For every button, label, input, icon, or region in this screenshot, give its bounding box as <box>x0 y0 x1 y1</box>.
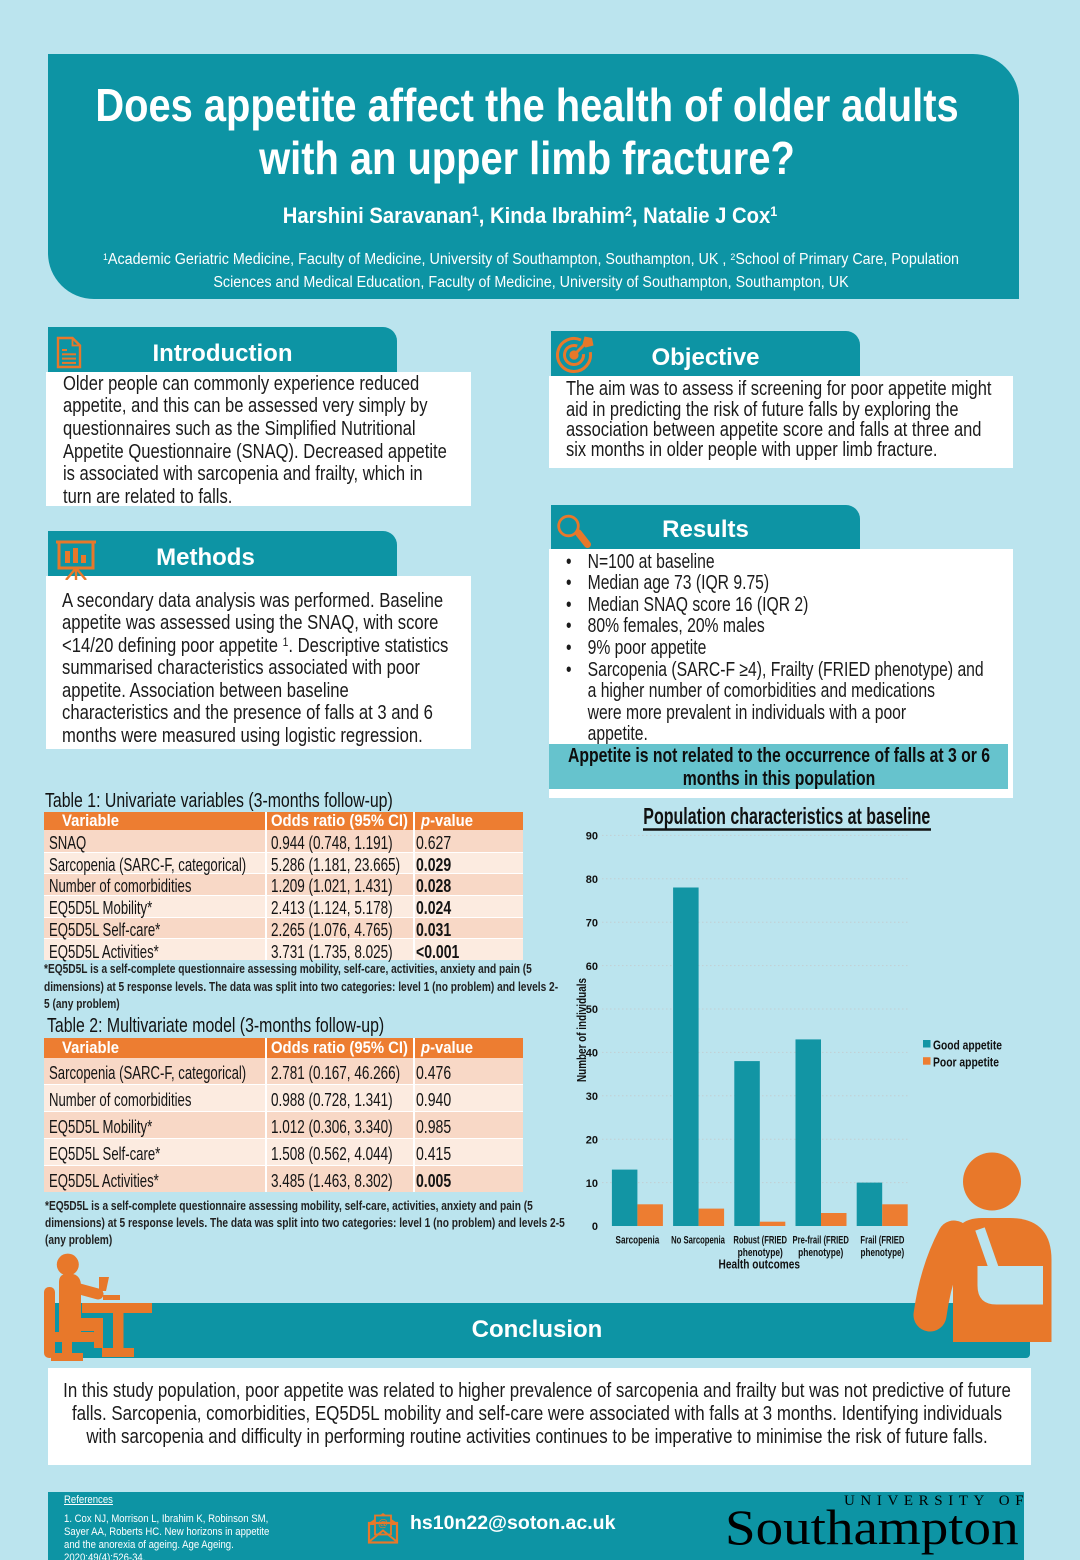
svg-text:No Sarcopenia: No Sarcopenia <box>671 1235 725 1247</box>
svg-text:80: 80 <box>586 874 598 886</box>
svg-text:60: 60 <box>586 961 598 973</box>
svg-text:Health outcomes: Health outcomes <box>719 1257 801 1272</box>
svg-text:Population characteristics at: Population characteristics at baseline <box>643 803 930 829</box>
svg-text:phenotype): phenotype) <box>798 1247 843 1259</box>
svg-text:10: 10 <box>586 1178 598 1190</box>
svg-text:Poor appetite: Poor appetite <box>933 1055 999 1070</box>
svg-text:phenotype): phenotype) <box>738 1247 783 1259</box>
svg-text:20: 20 <box>586 1134 598 1146</box>
svg-text:90: 90 <box>586 831 598 843</box>
svg-text:Sarcopenia: Sarcopenia <box>616 1235 660 1247</box>
svg-text:Good appetite: Good appetite <box>933 1038 1002 1053</box>
svg-text:70: 70 <box>586 917 598 929</box>
svg-text:40: 40 <box>586 1048 598 1060</box>
svg-text:30: 30 <box>586 1091 598 1103</box>
svg-text:Pre-frail (FRIED: Pre-frail (FRIED <box>793 1235 849 1247</box>
svg-text:phenotype): phenotype) <box>861 1247 905 1259</box>
svg-text:0: 0 <box>592 1221 598 1233</box>
svg-text:50: 50 <box>586 1004 598 1016</box>
svg-text:Number of individuals: Number of individuals <box>574 978 589 1082</box>
svg-text:Robust (FRIED: Robust (FRIED <box>733 1235 787 1247</box>
svg-text:Frail (FRIED: Frail (FRIED <box>860 1235 904 1247</box>
